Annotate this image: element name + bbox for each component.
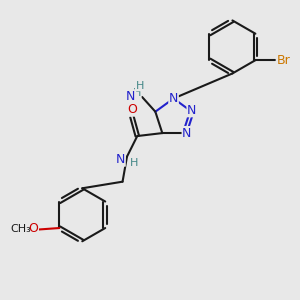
Text: O: O	[28, 222, 38, 235]
Text: H: H	[136, 81, 144, 91]
Text: N: N	[182, 127, 192, 140]
Text: O: O	[128, 103, 137, 116]
Text: H: H	[130, 158, 139, 167]
Text: N: N	[187, 104, 196, 117]
Text: CH₃: CH₃	[10, 224, 31, 234]
Text: N: N	[126, 90, 136, 103]
Text: N: N	[116, 153, 125, 166]
Text: N: N	[169, 92, 178, 105]
Text: H: H	[133, 88, 141, 98]
Text: Br: Br	[277, 54, 290, 67]
